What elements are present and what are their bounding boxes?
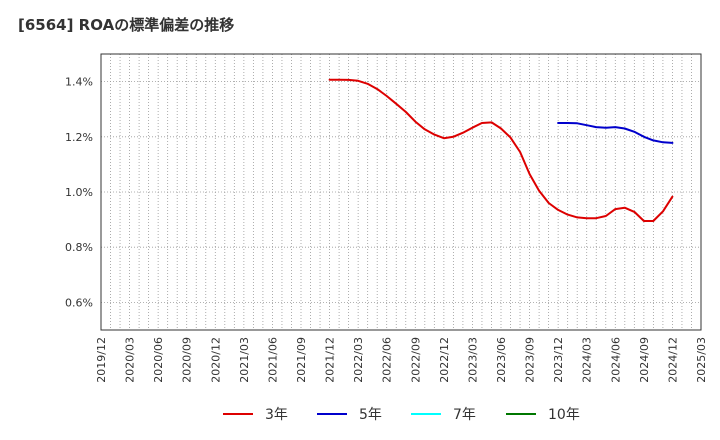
axis-layer: 0.6% 0.8% 1.0% 1.2% 1.4% 2019/12 2020/03 2020/0… <box>65 53 708 383</box>
plot-frame <box>100 53 702 331</box>
y-tick-label: 0.6% <box>65 296 93 309</box>
x-tick-label: 2025/03 <box>695 337 708 383</box>
x-tick-label: 2024/03 <box>581 337 594 383</box>
y-tick-label: 0.8% <box>65 241 93 254</box>
y-tick-label: 1.2% <box>65 131 93 144</box>
legend-label: 10年 <box>548 407 580 423</box>
legend-label: 7年 <box>453 407 476 423</box>
x-tick-label: 2022/03 <box>352 337 365 383</box>
x-tick-label: 2023/06 <box>495 337 508 383</box>
x-tick-label: 2021/03 <box>238 337 251 383</box>
x-tick-label: 2021/12 <box>324 337 337 383</box>
x-tick-label: 2024/06 <box>609 337 622 383</box>
x-tick-label: 2020/06 <box>152 337 165 383</box>
x-tick-label: 2020/09 <box>181 337 194 383</box>
legend-label: 3年 <box>265 407 288 423</box>
x-tick-label: 2022/12 <box>438 337 451 383</box>
x-tick-label: 2023/12 <box>552 337 565 383</box>
y-tick-label: 1.0% <box>65 186 93 199</box>
grid-layer <box>101 54 701 330</box>
series-line-1 <box>328 78 674 222</box>
x-tick-label: 2023/03 <box>466 337 479 383</box>
x-tick-label: 2022/06 <box>381 337 394 383</box>
x-tick-label: 2023/09 <box>524 337 537 383</box>
x-tick-label: 2020/03 <box>124 337 137 383</box>
x-tick-label: 2022/09 <box>409 337 422 383</box>
legend: 3年 5年 7年 10年 <box>223 407 580 423</box>
x-tick-label: 2020/12 <box>209 337 222 383</box>
x-tick-label: 2024/09 <box>638 337 651 383</box>
x-tick-label: 2024/12 <box>666 337 679 383</box>
chart-title: [6564] ROAの標準偏差の推移 <box>18 16 235 34</box>
x-tick-label: 2021/09 <box>295 337 308 383</box>
series-layer <box>328 78 674 222</box>
x-tick-label: 2019/12 <box>95 337 108 383</box>
y-tick-label: 1.4% <box>65 76 93 89</box>
x-tick-label: 2021/06 <box>266 337 279 383</box>
series-line-2 <box>557 122 674 144</box>
legend-label: 5年 <box>359 407 382 423</box>
